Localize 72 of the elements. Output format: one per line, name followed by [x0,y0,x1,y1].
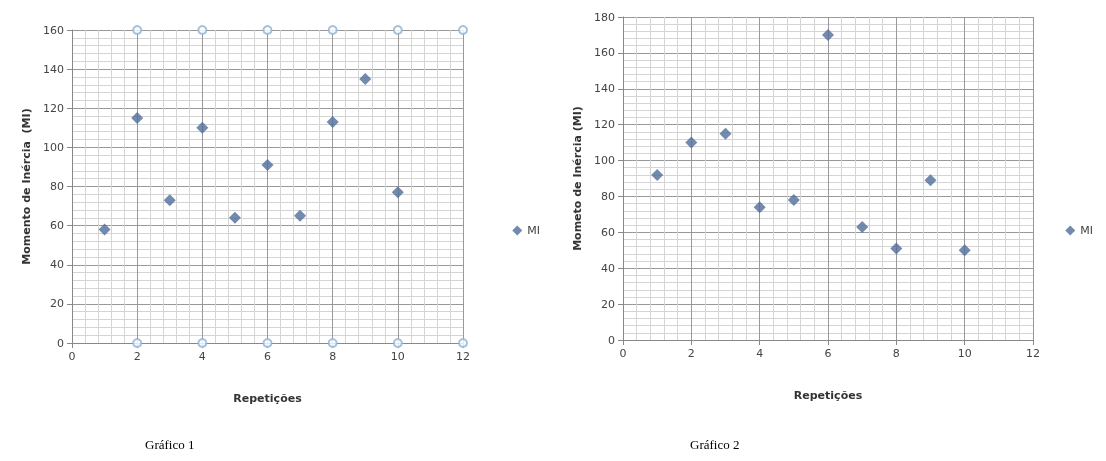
point [197,338,208,348]
point [458,25,468,35]
y-tick-label: 100 [43,140,64,154]
y-tick-label: 80 [601,189,615,203]
y-tick-label: 100 [594,154,615,168]
x-tick-label: 0 [619,347,627,360]
y-tick-label: 0 [57,336,64,350]
y-tick-label: 120 [43,101,64,115]
y-tick-label: 60 [50,219,64,233]
y-tick-label: 140 [594,82,615,96]
point [685,136,698,149]
x-tick-label: 10 [957,347,972,360]
x-tick-label: 6 [264,350,271,363]
x-axis-title: Repetições [233,392,303,405]
point [958,244,971,257]
point [262,25,273,35]
point [719,127,732,140]
y-tick-label: 0 [608,333,615,347]
point [327,338,338,348]
y-tick-label: 180 [594,10,615,24]
point [131,112,144,125]
y-axis-title: Mometo de Inércia (MI) [571,106,584,251]
point [326,115,339,128]
y-tick-label: 40 [50,258,64,272]
text: Gráfico 1 [145,437,195,452]
point [197,25,208,35]
x-axis-title: Repetições [793,389,863,402]
point [98,223,111,236]
point [890,242,903,255]
text: Gráfico 2 [690,437,740,452]
point [924,174,937,187]
point [392,338,403,348]
point [294,209,307,222]
point [822,28,834,41]
y-tick-label: 160 [43,23,64,37]
y-tick-label: 140 [43,62,64,76]
x-tick-label: 8 [892,347,900,360]
point [228,211,241,224]
point [163,194,176,207]
legend-label: MI [1080,224,1094,237]
point [262,338,273,348]
y-tick-label: 40 [601,261,615,275]
y-tick-label: 20 [601,297,615,311]
y-tick-label: 160 [594,46,615,60]
x-tick-label: 4 [198,350,206,363]
point [261,158,274,171]
x-tick-label: 0 [68,350,76,363]
point [753,201,766,214]
point [359,72,372,85]
x-tick-label: 10 [390,350,405,363]
point [132,338,143,348]
point [132,25,143,35]
point [327,25,338,35]
point [392,25,403,35]
x-tick-label: 2 [133,350,141,363]
x-tick-label: 6 [824,347,832,360]
y-tick-label: 20 [50,297,64,311]
point [196,121,209,134]
x-tick-label: 8 [329,350,337,363]
point [391,186,404,199]
y-axis-title: Momento de Inércia (MI) [20,108,33,265]
point [787,194,800,207]
x-tick-label: 12 [1026,347,1040,360]
x-tick-label: 2 [687,347,695,360]
y-tick-label: 120 [594,118,615,132]
legend-label: MI [527,224,541,237]
y-tick-label: 60 [601,225,615,239]
x-tick-label: 12 [456,350,470,363]
point [651,168,664,181]
point [856,220,869,233]
x-tick-label: 4 [756,347,764,360]
y-tick-label: 80 [50,180,64,193]
